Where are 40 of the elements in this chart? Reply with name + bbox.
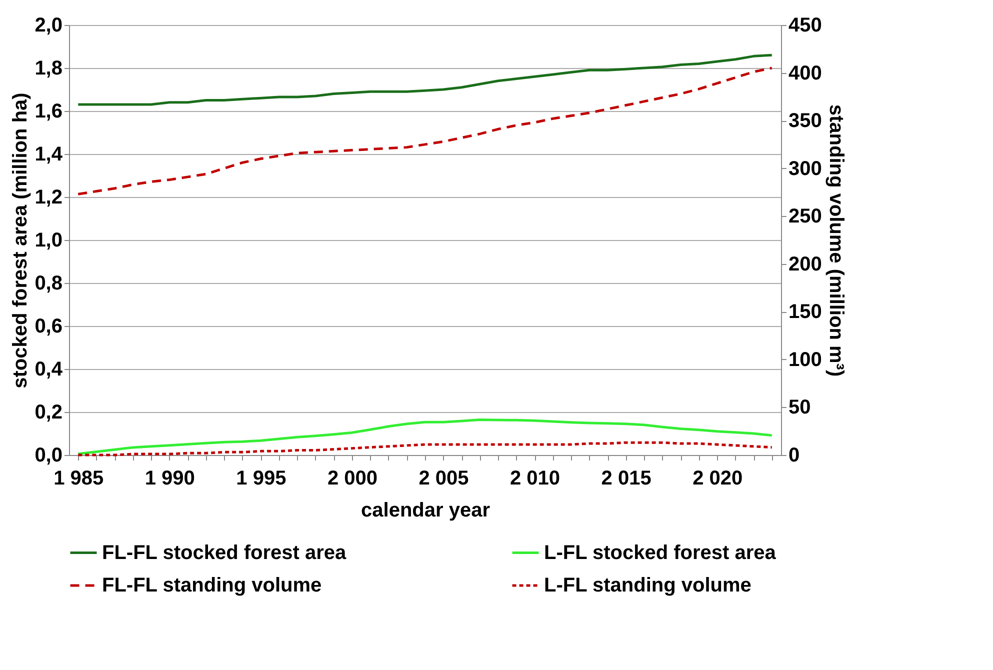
y-axis-title: stocked forest area (million ha) [10,92,32,388]
y2-tick-label: 50 [788,396,811,419]
x-tick-label: 2 005 [418,468,469,490]
y-tick-label: 0,2 [34,402,62,424]
y-tick-label: 1,2 [34,186,62,208]
line-series [76,54,774,106]
y-tick-label: 0,0 [34,444,62,466]
y2-tick-label: 250 [788,206,822,228]
y2-tick-label: 0 [788,444,800,466]
x-tick-label: 2 015 [601,468,652,490]
y2-tick-label: 350 [788,110,822,132]
x-tick-label: 2 000 [327,468,378,490]
x-tick-label: 2 010 [510,468,560,490]
legend-label: L-FL standing volume [544,574,752,596]
y-tick-label: 1,8 [34,58,62,80]
x-tick-label: 1 995 [236,468,286,490]
legend-label: L-FL stocked forest area [544,542,777,564]
line-series [76,66,774,196]
y2-tick-label: 200 [788,253,822,276]
y2-tick-label: 450 [788,14,822,36]
line-series [76,418,774,456]
y2-tick-label: 400 [788,62,822,84]
y-tick-label: 1,4 [34,144,64,166]
y-tick-label: 0,6 [34,316,62,338]
y-tick-label: 0,4 [34,358,64,380]
x-tick-label: 1 985 [54,468,104,490]
y2-axis-title: standing volume (million m³) [824,104,847,377]
y-tick-label: 2,0 [34,14,62,36]
x-axis-title: calendar year [361,500,490,522]
y2-tick-label: 100 [788,348,822,371]
y2-tick-label: 300 [788,158,822,180]
line-series [76,441,774,456]
x-tick-label: 2 020 [692,468,743,490]
legend-label: FL-FL standing volume [102,574,322,596]
y-tick-label: 1,0 [34,230,62,252]
y-tick-label: 0,8 [34,272,62,294]
x-tick-label: 1 990 [144,468,195,490]
legend-label: FL-FL stocked forest area [102,542,348,564]
y-tick-label: 1,6 [34,100,62,122]
y2-tick-label: 150 [788,301,822,324]
